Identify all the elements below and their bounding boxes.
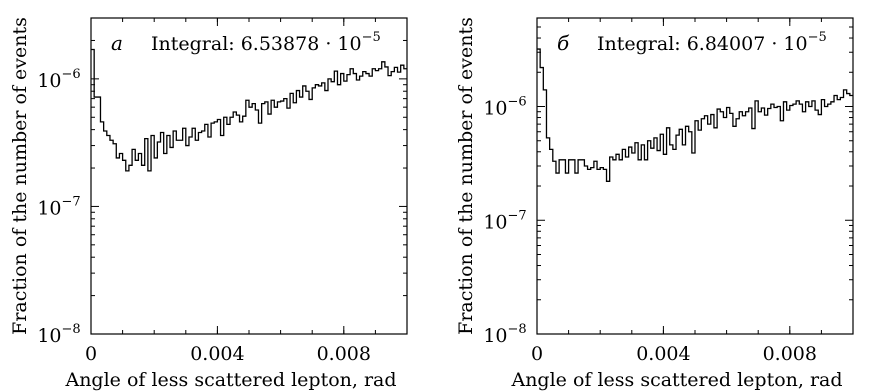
histogram-series [91,48,407,172]
panel-a: 0 0.004 0.008 10−8 10−7 10−6 а Integral: 6.5387… [9,17,408,391]
x-tick-label: 0.004 [190,343,244,365]
x-tick-label: 0 [531,343,543,365]
x-tick-label: 0 [85,343,97,365]
y-tick-label: 10−7 [37,194,80,219]
panel-b: 0 0.004 0.008 10−8 10−7 10−6 б Integral: 6.8400… [455,17,854,391]
y-axis-label: Fraction of the number of events [9,17,31,335]
x-tick-label: 0.008 [317,343,371,365]
integral-annotation: Integral: 6.53878 · 10−5 [151,30,381,55]
panel-letter: а [111,31,123,55]
y-tick-label: 10−6 [37,67,80,92]
histogram-series [537,48,853,182]
y-tick-label: 10−6 [483,95,526,120]
y-tick-label: 10−8 [37,322,80,347]
plot-frame [90,17,408,335]
x-axis-label: Angle of less scattered lepton, rad [64,369,396,391]
y-tick-label: 10−8 [483,322,526,347]
integral-annotation: Integral: 6.84007 · 10−5 [597,30,827,55]
panel-letter: б [557,31,570,55]
x-tick-label: 0.008 [763,343,817,365]
y-tick-label: 10−7 [483,208,526,233]
plot-frame [536,17,854,335]
y-axis-label: Fraction of the number of events [455,17,477,335]
x-axis-label: Angle of less scattered lepton, rad [510,369,842,391]
x-tick-label: 0.004 [636,343,690,365]
